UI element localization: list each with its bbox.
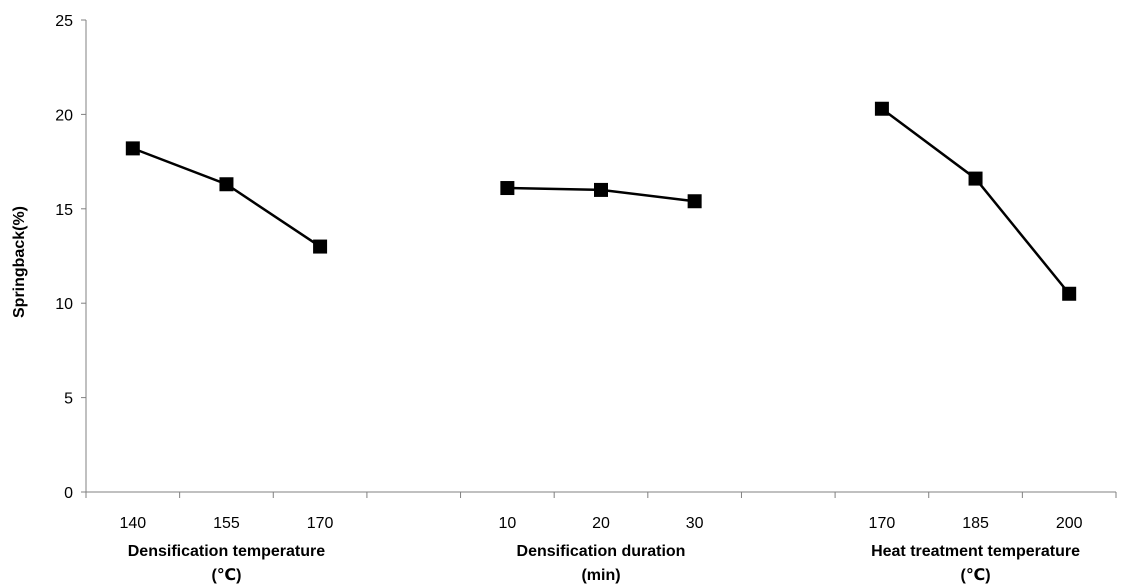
x-axis-title-3: Heat treatment temperature bbox=[871, 543, 1080, 560]
x-axis-title-1: Densification temperature bbox=[128, 543, 325, 560]
x-tick-label: 185 bbox=[962, 515, 989, 532]
x-tick-label: 155 bbox=[213, 515, 240, 532]
axes bbox=[85, 20, 1116, 493]
y-axis-title: Springback(%) bbox=[11, 206, 28, 318]
series bbox=[125, 101, 1077, 301]
y-tick-label: 15 bbox=[55, 202, 73, 219]
data-point bbox=[219, 177, 234, 192]
y-tick-label: 0 bbox=[64, 485, 73, 502]
x-axis-unit-1: (℃) bbox=[211, 567, 241, 584]
y-tick-label: 25 bbox=[55, 13, 73, 30]
x-tick-label: 10 bbox=[498, 515, 516, 532]
x-axis-title-2: Densification duration bbox=[517, 543, 686, 560]
labels: 0 5 10 15 20 25 140 155 170 Densification tempera… bbox=[55, 13, 1082, 584]
series-line-1 bbox=[132, 147, 321, 248]
ticks bbox=[81, 19, 1117, 498]
y-tick-label: 10 bbox=[55, 296, 73, 313]
data-point bbox=[594, 182, 608, 197]
data-point bbox=[500, 181, 515, 196]
x-tick-label: 20 bbox=[592, 515, 610, 532]
y-tick-label: 5 bbox=[64, 391, 73, 408]
x-axis-unit-3: (℃) bbox=[961, 567, 991, 584]
data-point bbox=[687, 194, 702, 209]
y-tick-label: 20 bbox=[55, 107, 73, 124]
data-point bbox=[968, 171, 983, 186]
x-tick-label: 170 bbox=[869, 515, 896, 532]
data-point bbox=[125, 141, 140, 156]
x-tick-label: 170 bbox=[307, 515, 334, 532]
x-tick-label: 30 bbox=[686, 515, 704, 532]
data-point bbox=[874, 101, 889, 116]
series-line-3 bbox=[881, 107, 1071, 295]
data-point bbox=[1062, 286, 1077, 301]
x-tick-label: 200 bbox=[1056, 515, 1083, 532]
data-point bbox=[313, 239, 328, 254]
x-tick-label: 140 bbox=[119, 515, 146, 532]
x-axis-unit-2: (min) bbox=[581, 567, 620, 584]
